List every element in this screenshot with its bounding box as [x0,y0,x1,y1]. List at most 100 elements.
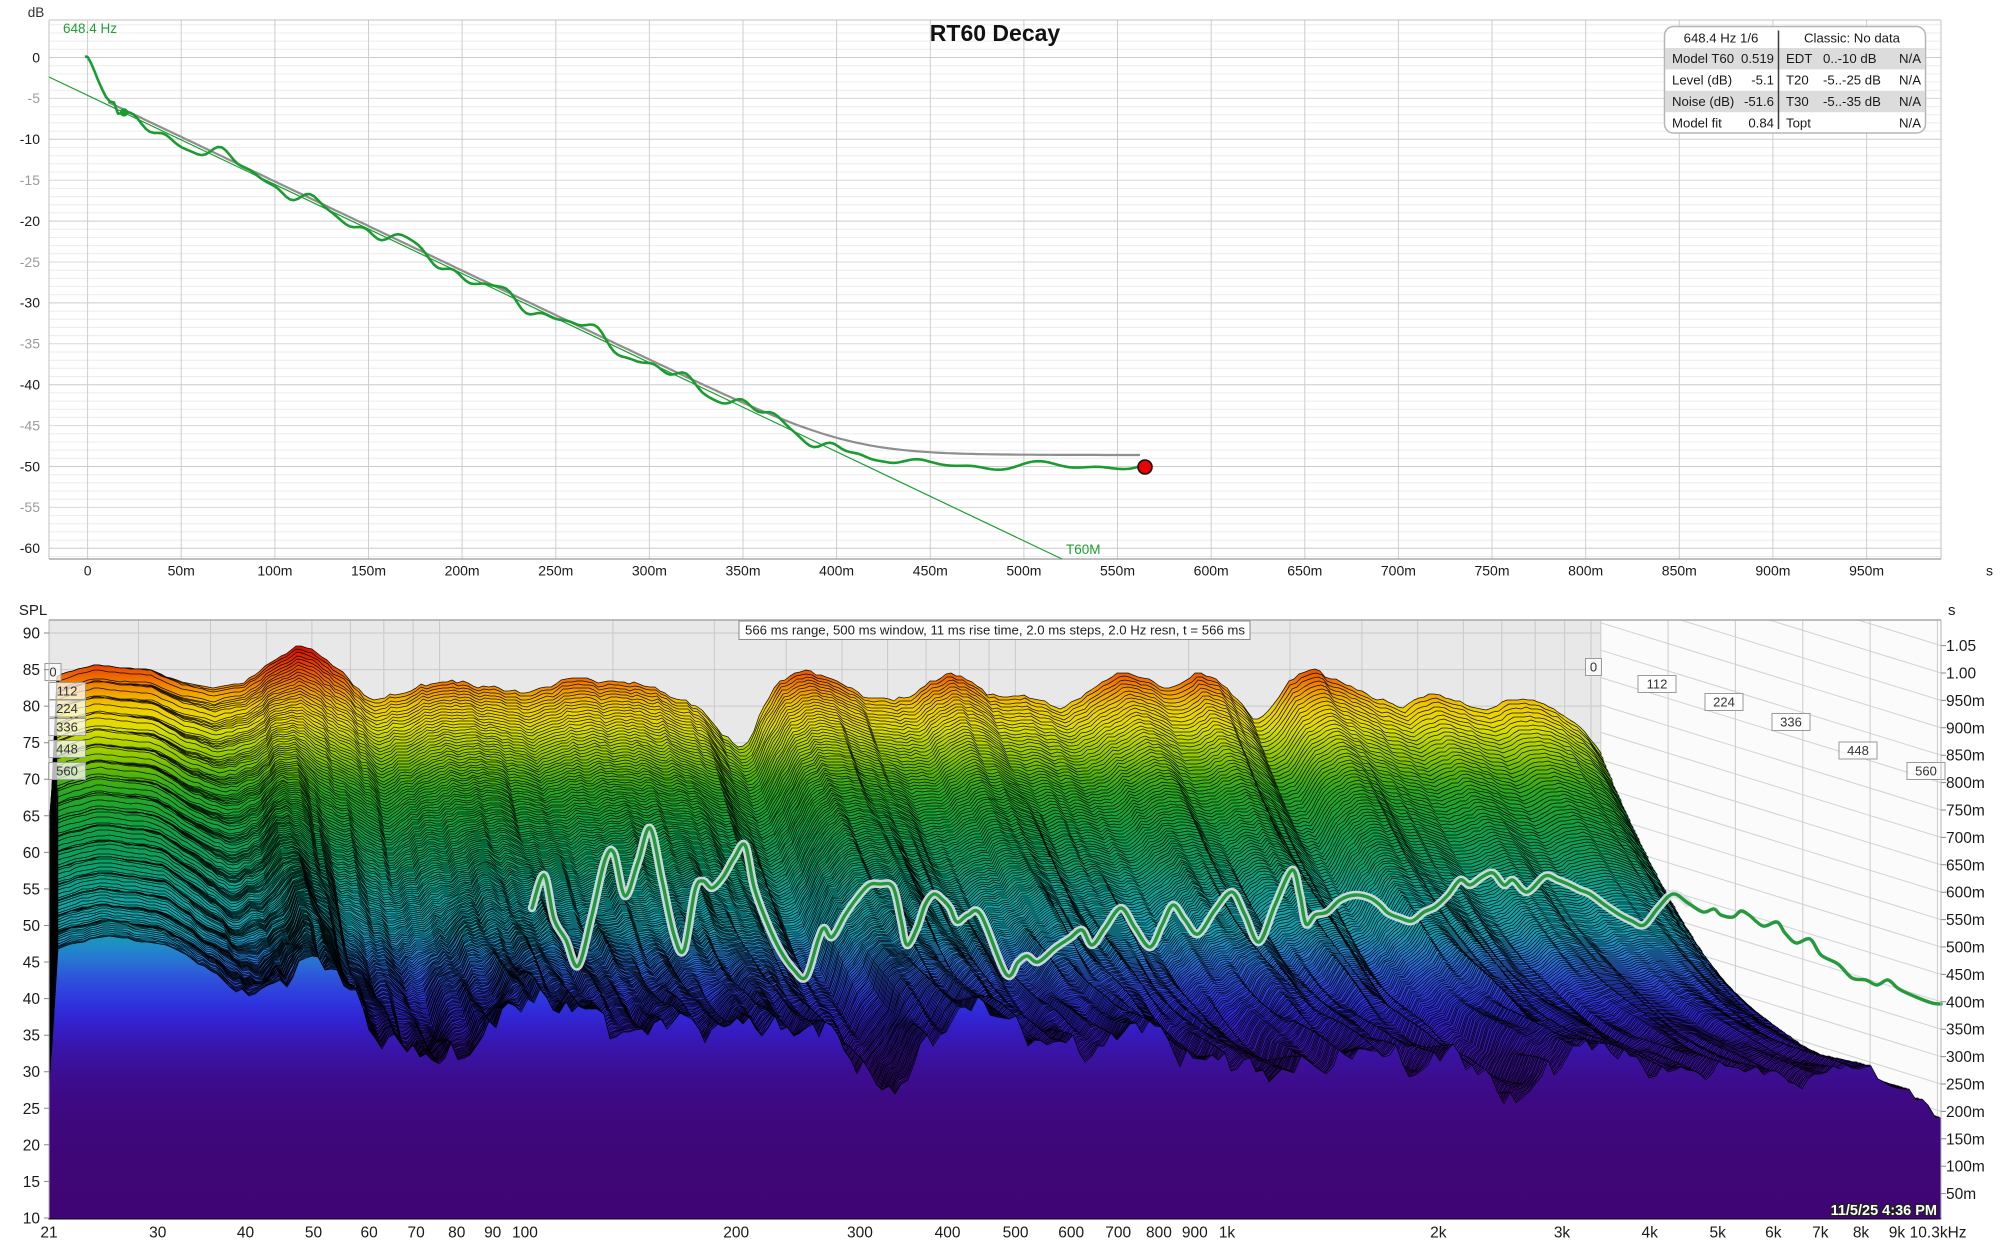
svg-text:75: 75 [23,735,40,752]
svg-text:N/A: N/A [1899,94,1921,109]
svg-text:2k: 2k [1430,1225,1447,1242]
svg-text:T60M: T60M [1066,542,1101,557]
svg-text:300m: 300m [632,563,667,579]
svg-text:300m: 300m [1946,1049,1985,1066]
svg-text:900: 900 [1182,1225,1208,1242]
svg-text:8k: 8k [1853,1225,1870,1242]
svg-text:10: 10 [23,1211,41,1228]
svg-text:60: 60 [23,845,41,862]
svg-text:-15: -15 [20,172,40,188]
svg-text:350m: 350m [1946,1022,1985,1039]
svg-text:450m: 450m [913,563,948,579]
svg-text:600m: 600m [1946,885,1985,902]
svg-text:200: 200 [723,1225,749,1242]
svg-text:9k: 9k [1889,1225,1906,1242]
svg-text:70: 70 [23,772,41,789]
svg-text:Classic: No data: Classic: No data [1804,31,1901,46]
svg-text:336: 336 [56,720,78,735]
svg-text:650m: 650m [1946,857,1985,874]
svg-text:0.84: 0.84 [1748,115,1774,130]
svg-text:30: 30 [149,1225,167,1242]
svg-text:25: 25 [23,1101,40,1118]
svg-text:40: 40 [23,991,41,1008]
svg-text:850m: 850m [1662,563,1697,579]
svg-text:-30: -30 [20,295,40,311]
svg-text:50: 50 [305,1225,323,1242]
svg-text:4k: 4k [1642,1225,1659,1242]
svg-text:35: 35 [23,1028,40,1045]
svg-text:0: 0 [32,49,40,65]
svg-text:950m: 950m [1849,563,1884,579]
svg-text:-5..-35 dB: -5..-35 dB [1823,94,1881,109]
svg-text:900m: 900m [1946,720,1985,737]
svg-text:700m: 700m [1946,830,1985,847]
svg-text:N/A: N/A [1899,51,1921,66]
svg-text:70: 70 [407,1225,425,1242]
svg-text:s: s [1986,563,1993,579]
svg-text:950m: 950m [1946,693,1985,710]
svg-text:350m: 350m [725,563,760,579]
svg-text:450m: 450m [1946,967,1985,984]
svg-text:11/5/25 4:36 PM: 11/5/25 4:36 PM [1831,1203,1937,1219]
svg-text:100m: 100m [1946,1159,1985,1176]
svg-text:150m: 150m [1946,1131,1985,1148]
svg-text:0.519: 0.519 [1741,51,1774,66]
svg-text:EDT: EDT [1786,51,1812,66]
svg-text:400m: 400m [1946,994,1985,1011]
svg-text:30: 30 [23,1064,41,1081]
svg-text:550m: 550m [1946,912,1985,929]
svg-text:-51.6: -51.6 [1744,94,1774,109]
svg-text:6k: 6k [1765,1225,1782,1242]
svg-text:-25: -25 [20,254,40,270]
svg-text:400m: 400m [819,563,854,579]
svg-text:80: 80 [23,699,41,716]
svg-text:-5: -5 [28,90,41,106]
svg-text:T20: T20 [1786,73,1809,88]
svg-text:0: 0 [49,665,56,680]
svg-text:100m: 100m [257,563,292,579]
svg-text:648.4 Hz: 648.4 Hz [63,21,117,36]
svg-text:50m: 50m [168,563,195,579]
svg-text:90: 90 [23,626,41,643]
svg-text:dB: dB [28,5,45,20]
svg-text:800m: 800m [1946,775,1985,792]
svg-text:50m: 50m [1946,1186,1976,1203]
svg-text:500m: 500m [1006,563,1041,579]
svg-text:7k: 7k [1812,1225,1829,1242]
svg-text:50: 50 [23,918,41,935]
svg-text:85: 85 [23,662,40,679]
svg-text:448: 448 [56,742,78,757]
svg-text:800m: 800m [1568,563,1603,579]
svg-text:Model T60: Model T60 [1672,51,1734,66]
svg-text:224: 224 [56,701,78,716]
svg-text:648.4 Hz 1/6: 648.4 Hz 1/6 [1684,31,1759,46]
svg-text:250m: 250m [1946,1077,1985,1094]
svg-text:100: 100 [512,1225,538,1242]
svg-text:Model fit: Model fit [1672,115,1722,130]
svg-text:112: 112 [1647,677,1668,692]
svg-text:750m: 750m [1946,803,1985,820]
svg-text:SPL: SPL [19,602,47,619]
svg-text:N/A: N/A [1899,115,1921,130]
svg-text:55: 55 [23,881,40,898]
svg-text:0: 0 [1590,660,1597,675]
svg-text:15: 15 [23,1174,40,1191]
svg-text:800: 800 [1146,1225,1172,1242]
svg-text:65: 65 [23,808,40,825]
svg-text:200m: 200m [1946,1104,1985,1121]
svg-text:60: 60 [360,1225,378,1242]
svg-text:-60: -60 [20,540,40,556]
svg-text:-10: -10 [20,131,40,147]
svg-text:N/A: N/A [1899,73,1921,88]
svg-text:700m: 700m [1381,563,1416,579]
svg-text:1.00: 1.00 [1946,666,1977,683]
svg-text:750m: 750m [1474,563,1509,579]
svg-text:566 ms range, 500 ms window, 1: 566 ms range, 500 ms window, 11 ms rise … [745,623,1245,638]
svg-text:500: 500 [1003,1225,1029,1242]
svg-text:700: 700 [1105,1225,1131,1242]
svg-text:T30: T30 [1786,94,1809,109]
svg-text:-5.1: -5.1 [1751,73,1774,88]
svg-text:500m: 500m [1946,940,1985,957]
svg-text:-50: -50 [20,458,40,474]
svg-text:224: 224 [1713,695,1735,710]
